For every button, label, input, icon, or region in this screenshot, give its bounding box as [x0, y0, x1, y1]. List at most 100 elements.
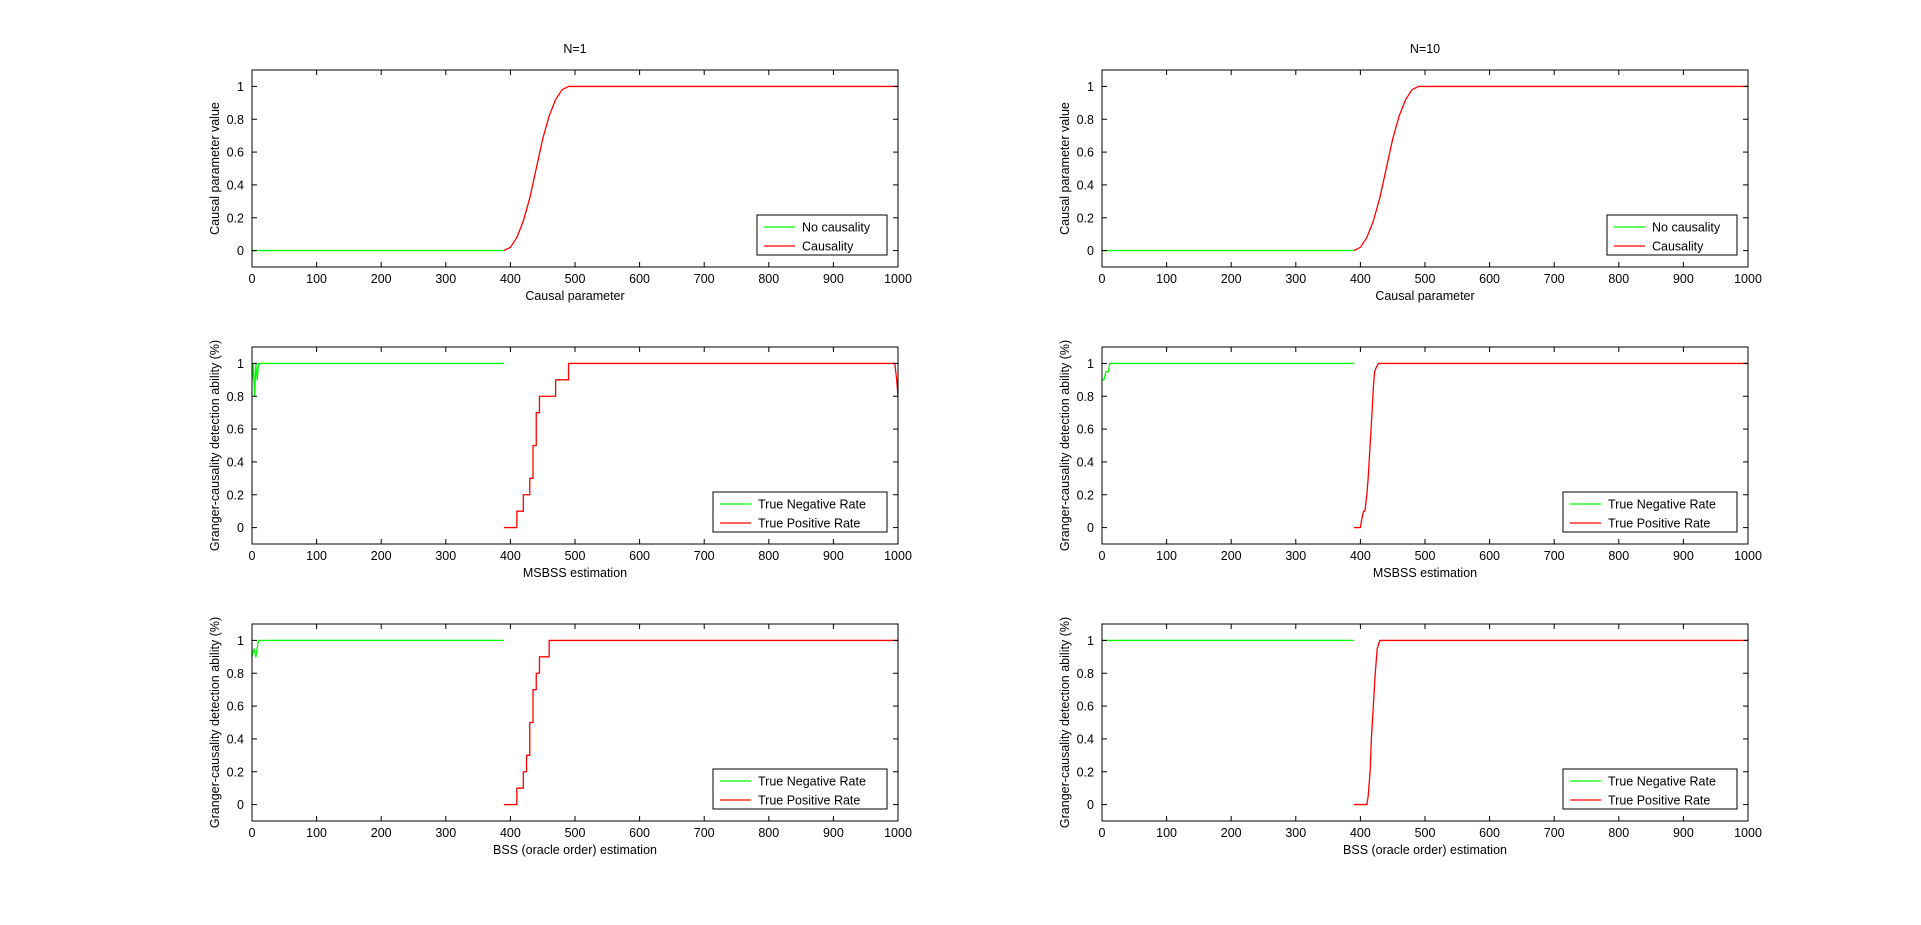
y-tick-label: 0.6 [1077, 423, 1094, 437]
y-tick-label: 0 [1087, 244, 1094, 258]
legend-box [712, 491, 888, 533]
x-tick-label: 200 [371, 549, 392, 563]
x-tick-label: 300 [435, 272, 456, 286]
x-tick-label: 1000 [1734, 549, 1762, 563]
x-tick-label: 600 [629, 826, 650, 840]
y-tick-label: 0.6 [227, 146, 244, 160]
x-tick-label: 0 [249, 826, 256, 840]
x-tick-label: 200 [1221, 272, 1242, 286]
x-tick-label: 900 [1673, 549, 1694, 563]
legend-entry-label: True Positive Rate [758, 517, 860, 531]
chart-panel-3: 0 100 200 300 400 500 600 700 800 900 1000 0 0.2 0.4 0… [208, 340, 912, 580]
x-tick-label: 0 [249, 272, 256, 286]
y-tick-label: 0.2 [227, 211, 244, 225]
x-tick-label: 600 [1479, 549, 1500, 563]
y-tick-label: 0.8 [227, 667, 244, 681]
y-tick-label: 0.4 [1077, 455, 1094, 469]
y-tick-label: 0.8 [1077, 390, 1094, 404]
x-tick-label: 600 [629, 272, 650, 286]
x-axis-label: Causal parameter [525, 289, 624, 303]
y-tick-label: 0 [1087, 798, 1094, 812]
y-tick-label: 0.8 [227, 390, 244, 404]
x-tick-label: 1000 [1734, 272, 1762, 286]
x-tick-label: 900 [823, 549, 844, 563]
legend-entry-label: True Positive Rate [758, 794, 860, 808]
legend-entry-label: True Negative Rate [1608, 775, 1716, 789]
x-axis-label: MSBSS estimation [1373, 566, 1477, 580]
y-tick-label: 0.8 [1077, 113, 1094, 127]
y-axis-label: Causal parameter value [1058, 102, 1072, 235]
legend-entry-label: Causality [802, 240, 854, 254]
y-tick-label: 1 [1087, 80, 1094, 94]
x-tick-label: 400 [500, 826, 521, 840]
y-tick-label: 1 [237, 357, 244, 371]
x-tick-label: 300 [1285, 549, 1306, 563]
x-tick-label: 700 [1544, 826, 1565, 840]
y-tick-label: 1 [237, 80, 244, 94]
y-axis-label: Causal parameter value [208, 102, 222, 235]
x-tick-label: 200 [1221, 826, 1242, 840]
y-tick-label: 0.8 [1077, 667, 1094, 681]
legend-box [1606, 214, 1738, 256]
y-tick-label: 0.2 [1077, 211, 1094, 225]
legend-entry-label: True Negative Rate [758, 775, 866, 789]
x-tick-label: 100 [306, 826, 327, 840]
chart-panel-4: 0 100 200 300 400 500 600 700 800 900 1000 0 0.2 0.4 0… [1058, 340, 1762, 580]
x-tick-label: 1000 [884, 826, 912, 840]
x-axis-label: BSS (oracle order) estimation [493, 843, 657, 857]
y-tick-label: 0 [1087, 521, 1094, 535]
x-axis-label: MSBSS estimation [523, 566, 627, 580]
legend: No causality Causality [756, 214, 888, 256]
legend: True Negative Rate True Positive Rate [1562, 768, 1738, 810]
legend-entry-label: Causality [1652, 240, 1704, 254]
legend: True Negative Rate True Positive Rate [1562, 491, 1738, 533]
legend: No causality Causality [1606, 214, 1738, 256]
chart-panel-2: N=10 0 100 200 300 400 500 600 700 800 900 1000 0 0.2… [1058, 42, 1762, 303]
x-tick-label: 800 [758, 826, 779, 840]
x-tick-label: 800 [1608, 549, 1629, 563]
x-tick-label: 300 [435, 549, 456, 563]
x-tick-label: 0 [1099, 826, 1106, 840]
legend-box [712, 768, 888, 810]
x-tick-label: 400 [1350, 549, 1371, 563]
x-tick-label: 800 [1608, 272, 1629, 286]
legend: True Negative Rate True Positive Rate [712, 768, 888, 810]
y-axis-label: Granger-causality detection ability (%) [1058, 340, 1072, 551]
y-tick-label: 0.4 [1077, 178, 1094, 192]
series-line-red [503, 639, 898, 806]
series-line-green [252, 362, 504, 397]
y-tick-label: 0.6 [227, 700, 244, 714]
x-tick-label: 900 [1673, 826, 1694, 840]
x-tick-label: 900 [823, 272, 844, 286]
x-tick-label: 200 [371, 272, 392, 286]
series-group [1102, 362, 1748, 529]
chart-title: N=1 [563, 42, 586, 56]
y-tick-label: 0.6 [1077, 700, 1094, 714]
x-tick-label: 700 [694, 549, 715, 563]
legend: True Negative Rate True Positive Rate [712, 491, 888, 533]
y-tick-label: 1 [1087, 634, 1094, 648]
x-tick-label: 700 [1544, 549, 1565, 563]
x-tick-label: 500 [565, 272, 586, 286]
series-line-red [503, 85, 898, 252]
x-tick-label: 800 [758, 549, 779, 563]
series-group [252, 639, 898, 806]
x-tick-label: 600 [1479, 826, 1500, 840]
chart-panel-5: 0 100 200 300 400 500 600 700 800 900 1000 0 0.2 0.4 0… [208, 617, 912, 857]
x-tick-label: 400 [1350, 826, 1371, 840]
y-tick-label: 0.4 [1077, 732, 1094, 746]
x-tick-label: 900 [1673, 272, 1694, 286]
series-line-green [252, 639, 504, 658]
y-tick-label: 0.8 [227, 113, 244, 127]
y-tick-label: 1 [1087, 357, 1094, 371]
legend-entry-label: True Positive Rate [1608, 794, 1710, 808]
y-tick-label: 0 [237, 798, 244, 812]
x-tick-label: 100 [1156, 549, 1177, 563]
x-tick-label: 0 [1099, 549, 1106, 563]
x-tick-label: 200 [371, 826, 392, 840]
x-tick-label: 100 [1156, 826, 1177, 840]
x-tick-label: 500 [1415, 549, 1436, 563]
x-tick-label: 200 [1221, 549, 1242, 563]
y-tick-label: 0.2 [1077, 488, 1094, 502]
